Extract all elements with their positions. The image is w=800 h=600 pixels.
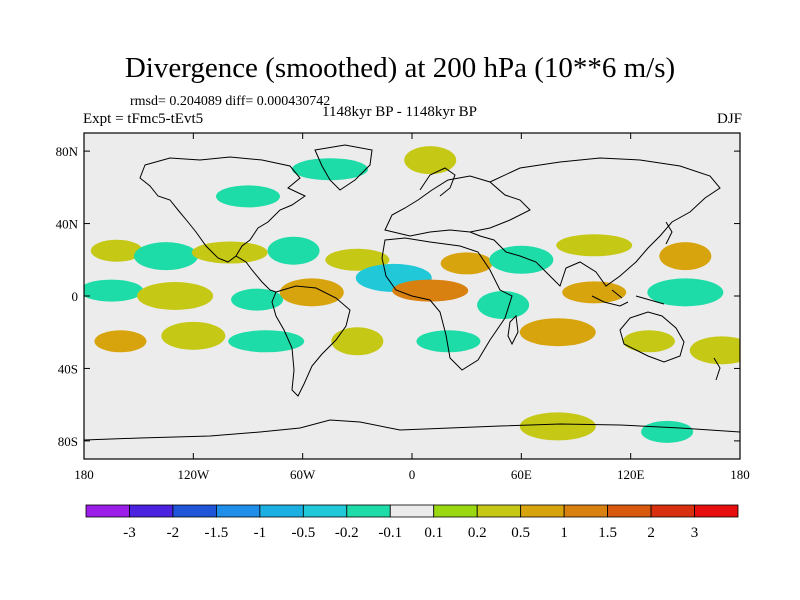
coastlines (84, 144, 740, 441)
coastline-africa (381, 237, 513, 371)
coastline-north-america (139, 156, 306, 263)
anomaly-blob (689, 336, 740, 365)
colorbar-swatch (607, 504, 652, 518)
colorbar-label: 0.5 (511, 525, 530, 541)
x-tick-label: 120W (177, 467, 210, 482)
coastline-madagascar (507, 314, 519, 346)
colorbar-swatch (694, 504, 739, 518)
colorbar-label: 1.5 (598, 525, 617, 541)
colorbar-swatch (302, 504, 348, 518)
y-axis: 80N 40N 0 40S 80S (56, 144, 740, 449)
y-tick-label: 80S (58, 434, 78, 449)
colorbar-swatch (259, 504, 304, 518)
period-label: 1148kyr BP - 1148kyr BP (322, 104, 478, 120)
anomaly-blob (519, 318, 596, 347)
colorbar-swatch (129, 504, 174, 518)
anomaly-blob (216, 185, 280, 208)
coastline-europe (384, 175, 531, 237)
anomaly-blob (161, 321, 226, 350)
colorbar-label: -0.1 (378, 525, 402, 541)
colorbar-label: 2 (647, 525, 655, 541)
colorbar-label: -2 (167, 525, 180, 541)
colorbar-swatch (172, 504, 217, 518)
anomaly-blob (325, 248, 390, 271)
coastline-indonesia (591, 289, 665, 307)
anomaly-blob (292, 158, 368, 181)
colorbar-label: -0.2 (335, 525, 359, 541)
colorbar-swatch (433, 504, 478, 518)
coastline-south-america (271, 285, 351, 397)
anomaly-blob (279, 278, 344, 307)
colorbar-label: 3 (691, 525, 699, 541)
anomaly-blob (489, 245, 554, 274)
coastline-asia (469, 157, 721, 287)
colorbar-label: -1 (254, 525, 267, 541)
colorbar-swatch (215, 504, 261, 518)
anomaly-blob (416, 330, 481, 353)
plot-title: Divergence (smoothed) at 200 hPa (10**6 … (124, 52, 676, 84)
stats-line: rmsd= 0.204089 diff= 0.000430742 (130, 94, 331, 109)
anomaly-blob (228, 330, 305, 353)
x-tick-label: 120E (617, 467, 645, 482)
coastline-japan (665, 221, 673, 245)
anomaly-layer (84, 146, 740, 443)
x-tick-label: 60W (290, 467, 316, 482)
anomaly-blob (562, 281, 627, 304)
anomaly-blob (404, 146, 457, 175)
colorbar-label: -0.5 (291, 525, 315, 541)
x-tick-label: 60E (511, 467, 532, 482)
y-tick-label: 0 (72, 289, 79, 304)
anomaly-blob (622, 330, 675, 353)
colorbar-label: -1.5 (205, 525, 229, 541)
anomaly-blob (134, 242, 198, 271)
y-tick-label: 80N (56, 144, 79, 159)
y-tick-label: 40N (56, 217, 79, 232)
coastline-greenland (314, 144, 373, 191)
colorbar-swatch (476, 504, 522, 518)
colorbar-swatch (563, 504, 609, 518)
x-axis: 180 120W 60W 0 60E 120E 180 (74, 133, 750, 482)
colorbar: -3 -2 -1.5 -1 -0.5 -0.2 -0.1 0.1 0.2 0.5 1 1.5 2 3 (85, 504, 739, 541)
anomaly-blob (519, 412, 596, 441)
coastline-australia (619, 311, 685, 363)
anomaly-blob (647, 278, 724, 307)
coastline-antarctica (84, 419, 740, 441)
coastline-new-zealand (713, 357, 721, 381)
anomaly-blob (556, 234, 633, 257)
season-label: DJF (716, 111, 742, 127)
x-tick-label: 0 (409, 467, 416, 482)
colorbar-swatch (520, 504, 565, 518)
anomaly-blob (392, 279, 469, 302)
colorbar-label: 0.1 (424, 525, 443, 541)
anomaly-blob (231, 288, 284, 311)
coastline-scandinavia (419, 167, 456, 197)
anomaly-blob (440, 252, 493, 275)
colorbar-label: 0.2 (468, 525, 487, 541)
anomaly-blob (137, 282, 214, 310)
x-tick-label: 180 (74, 467, 94, 482)
anomaly-blob (191, 241, 268, 264)
coastline-central-america (235, 255, 277, 293)
anomaly-blob (267, 236, 320, 265)
anomaly-blob (641, 420, 694, 443)
anomaly-blob (84, 279, 144, 302)
colorbar-swatch (650, 504, 695, 518)
y-tick-label: 40S (58, 361, 78, 376)
colorbar-swatch (85, 504, 130, 518)
anomaly-blob (90, 239, 143, 262)
experiment-label: Expt = tFmc5-tEvt5 (83, 111, 204, 127)
anomaly-blob (331, 327, 384, 356)
colorbar-label: -3 (123, 525, 136, 541)
colorbar-label: 1 (560, 525, 568, 541)
anomaly-blob (477, 291, 530, 320)
colorbar-swatch (346, 504, 391, 518)
anomaly-blob (659, 242, 712, 271)
anomaly-blob (94, 330, 147, 353)
colorbar-swatch (389, 504, 435, 518)
x-tick-label: 180 (730, 467, 750, 482)
